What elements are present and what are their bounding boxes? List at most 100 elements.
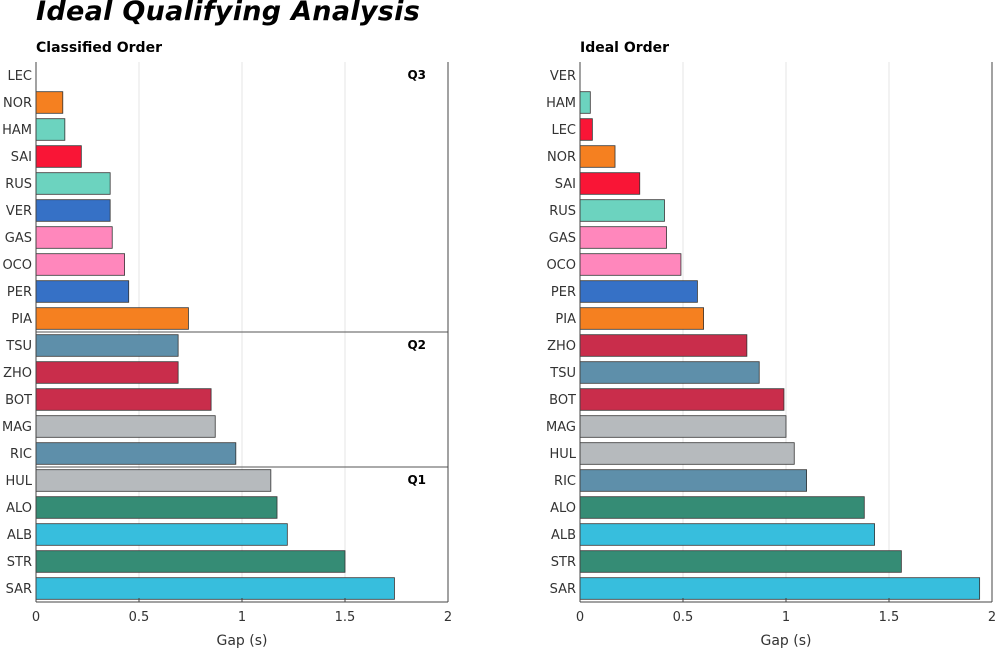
left-bar-sai (35, 145, 82, 168)
right-bar-str (579, 550, 902, 573)
right-plot: VER HAM LEC NOR SAI RUS GAS OCO PER PIA ZHO TSU BOT M… (546, 62, 996, 625)
right-bar-alb (579, 523, 875, 546)
right-category-label: NOR (547, 150, 576, 165)
right-category-label: GAS (549, 231, 576, 246)
right-category-label: SAR (550, 582, 576, 597)
left-bar-zho (35, 361, 179, 384)
right-bar-tsu (579, 361, 760, 384)
left-category-label: SAR (6, 582, 32, 597)
right-x-tick-label: 1.5 (879, 610, 900, 625)
right-bar-nor (579, 145, 616, 168)
left-category-label: BOT (5, 393, 32, 408)
right-bar-sai (579, 172, 641, 195)
left-category-label: PIA (11, 312, 32, 327)
left-panel: Classified Order Gap (s) (36, 40, 267, 649)
right-category-label: TSU (549, 366, 576, 381)
right-bar-ham (579, 91, 591, 114)
left-x-tick-label: 2 (444, 610, 452, 625)
right-category-label: ALB (551, 528, 576, 543)
right-category-label: OCO (546, 258, 576, 273)
session-label-q1: Q1 (407, 473, 426, 487)
left-bar-pia (35, 307, 189, 330)
right-bar-lec (579, 118, 593, 141)
right-category-label: PIA (555, 312, 576, 327)
right-bar-rus (579, 199, 665, 222)
right-category-label: ALO (550, 501, 576, 516)
left-bar-rus (35, 172, 111, 195)
left-category-label: GAS (5, 231, 32, 246)
right-bar-mag (579, 415, 787, 438)
left-bar-ric (35, 442, 237, 465)
left-category-label: ZHO (3, 366, 32, 381)
right-bar-sar (579, 577, 981, 600)
left-bar-ham (35, 118, 66, 141)
left-category-label: SAI (11, 150, 32, 165)
right-category-label: STR (551, 555, 576, 570)
left-bar-hul (35, 469, 272, 492)
left-category-label: HAM (2, 123, 32, 138)
left-x-tick-label: 0 (32, 610, 40, 625)
right-x-axis-label: Gap (s) (761, 633, 812, 649)
left-x-tick-label: 0.5 (129, 610, 150, 625)
right-category-label: VER (550, 69, 576, 84)
right-category-label: PER (551, 285, 576, 300)
left-bar-sar (35, 577, 395, 600)
left-bar-alo (35, 496, 278, 519)
right-category-label: RIC (554, 474, 576, 489)
left-category-label: HUL (5, 474, 32, 489)
right-bar-per (579, 280, 698, 303)
left-x-axis-label: Gap (s) (217, 633, 268, 649)
left-bar-gas (35, 226, 113, 249)
left-bar-bot (35, 388, 212, 411)
left-category-label: OCO (2, 258, 32, 273)
left-category-label: ALO (6, 501, 32, 516)
right-panel-title: Ideal Order (580, 40, 669, 56)
left-category-label: ALB (7, 528, 32, 543)
session-label-q2: Q2 (407, 338, 426, 352)
right-x-tick-label: 0 (576, 610, 584, 625)
session-label-q3: Q3 (407, 68, 426, 82)
left-panel-title: Classified Order (36, 40, 162, 56)
right-bar-hul (579, 442, 795, 465)
left-plot: LEC NOR HAM SAI RUS VER GAS OCO PER PIA TSU ZHO BOT M… (2, 62, 452, 625)
right-category-label: ZHO (547, 339, 576, 354)
right-category-label: SAI (555, 177, 576, 192)
left-category-label: VER (6, 204, 32, 219)
left-category-label: RIC (10, 447, 32, 462)
right-bar-gas (579, 226, 667, 249)
right-category-label: HAM (546, 96, 576, 111)
left-bar-oco (35, 253, 125, 276)
left-bar-str (35, 550, 346, 573)
page-title: Ideal Qualifying Analysis (36, 0, 421, 27)
left-category-label: RUS (5, 177, 32, 192)
left-bar-alb (35, 523, 288, 546)
left-bar-ver (35, 199, 111, 222)
left-category-label: TSU (5, 339, 32, 354)
left-category-label: STR (7, 555, 32, 570)
left-bar-mag (35, 415, 216, 438)
right-bar-bot (579, 388, 785, 411)
left-category-label: NOR (3, 96, 32, 111)
right-x-tick-label: 2 (988, 610, 996, 625)
right-bar-zho (579, 334, 748, 357)
right-category-label: BOT (549, 393, 576, 408)
right-category-label: MAG (546, 420, 576, 435)
right-x-tick-label: 1 (782, 610, 790, 625)
left-category-label: PER (7, 285, 32, 300)
right-category-label: HUL (549, 447, 576, 462)
left-category-label: MAG (2, 420, 32, 435)
right-bar-alo (579, 496, 865, 519)
right-bar-pia (579, 307, 704, 330)
right-bar-oco (579, 253, 682, 276)
right-bar-ric (579, 469, 808, 492)
left-x-tick-label: 1.5 (335, 610, 356, 625)
right-x-tick-label: 0.5 (673, 610, 694, 625)
left-bar-per (35, 280, 130, 303)
right-panel: Ideal Order Gap (s) (580, 40, 811, 649)
right-category-label: RUS (549, 204, 576, 219)
right-category-label: LEC (551, 123, 576, 138)
left-category-label: LEC (7, 69, 32, 84)
left-bar-tsu (35, 334, 179, 357)
left-bar-nor (35, 91, 64, 114)
